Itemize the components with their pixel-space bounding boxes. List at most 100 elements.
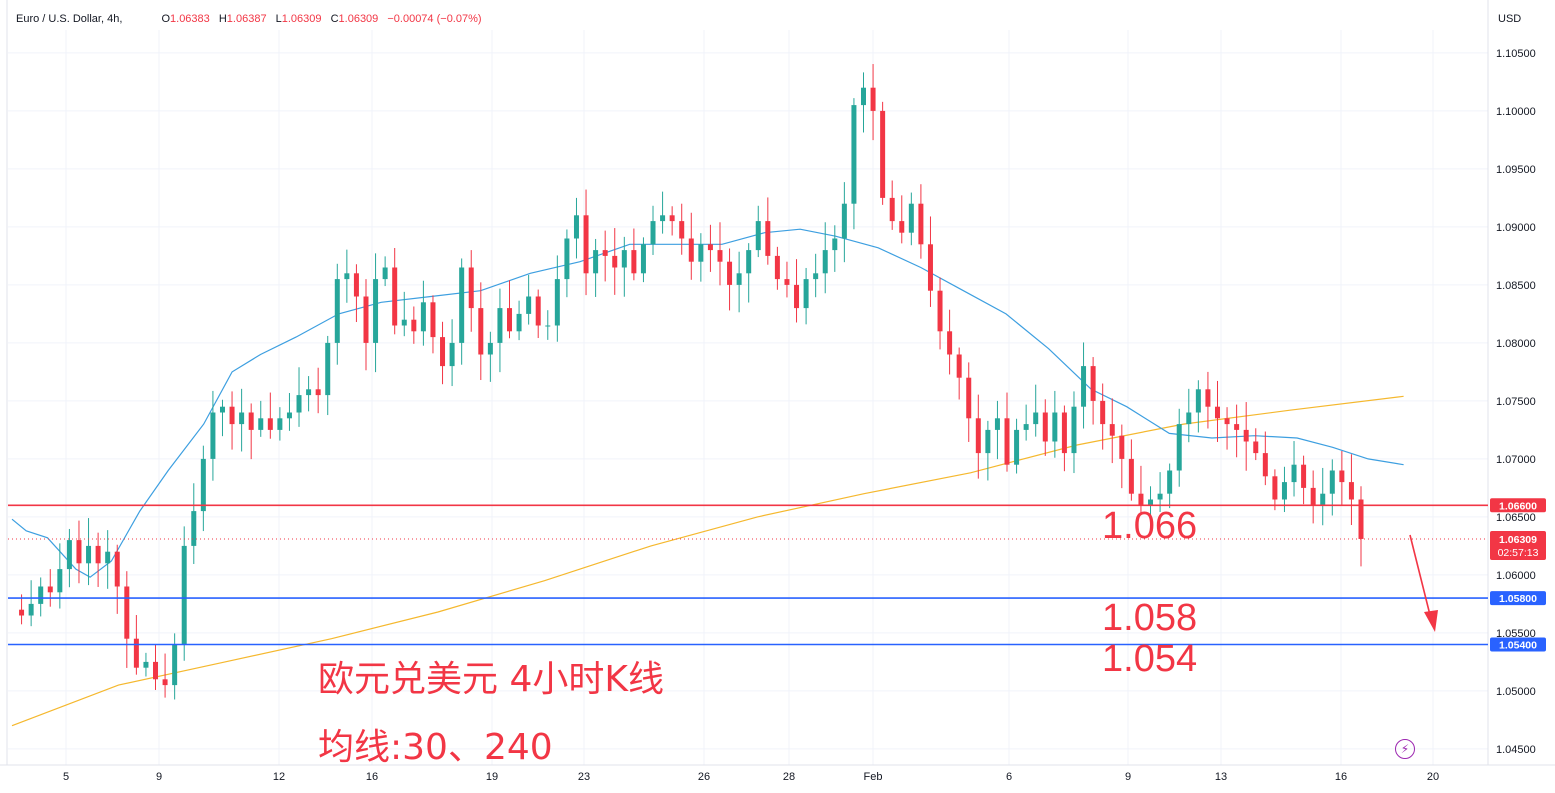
candle-body bbox=[38, 586, 44, 604]
candle-body bbox=[191, 511, 197, 546]
candle-body bbox=[1301, 464, 1307, 488]
candle-body bbox=[153, 661, 159, 680]
candle-body bbox=[411, 319, 417, 332]
candle-body bbox=[526, 296, 532, 314]
candle-body bbox=[95, 545, 101, 564]
support-tag-1-text: 1.05800 bbox=[1499, 593, 1537, 605]
candle-body bbox=[1281, 482, 1287, 500]
candle-body bbox=[1023, 424, 1029, 430]
candle-body bbox=[1234, 424, 1240, 430]
candle-body bbox=[1004, 418, 1010, 465]
candle-body bbox=[918, 203, 924, 245]
candle-body bbox=[765, 221, 771, 256]
candle-body bbox=[1272, 476, 1278, 500]
candle-body bbox=[851, 105, 857, 204]
candle-body bbox=[392, 267, 398, 326]
candle-body bbox=[1214, 406, 1220, 419]
candle-body bbox=[162, 679, 168, 686]
candle-body bbox=[133, 638, 139, 668]
candle-body bbox=[985, 429, 991, 454]
x-tick-label: 6 bbox=[1006, 771, 1012, 783]
y-tick-label: 1.05500 bbox=[1496, 628, 1536, 640]
y-tick-label: 1.07500 bbox=[1496, 396, 1536, 408]
candle-body bbox=[105, 551, 111, 564]
candle-body bbox=[1262, 453, 1268, 477]
chart-title-annotation: 欧元兑美元 4小时K线 bbox=[318, 659, 664, 700]
resistance-tag: 1.06600 bbox=[1490, 498, 1546, 513]
x-tick-label: 20 bbox=[1427, 771, 1439, 783]
resistance-tag-text: 1.06600 bbox=[1499, 500, 1537, 512]
low-value: 1.06309 bbox=[281, 13, 322, 25]
symbol-label[interactable]: Euro / U.S. Dollar, 4h, bbox=[16, 13, 123, 25]
candle-body bbox=[573, 215, 579, 239]
candle-body bbox=[210, 412, 216, 459]
candle-body bbox=[870, 87, 876, 111]
candle-body bbox=[172, 644, 178, 686]
currency-label[interactable]: USD bbox=[1498, 13, 1522, 25]
candle-body bbox=[114, 551, 120, 587]
candle-body bbox=[841, 203, 847, 239]
candle-body bbox=[612, 255, 618, 268]
x-tick-label: 19 bbox=[486, 771, 498, 783]
candle-body bbox=[200, 458, 206, 512]
candle-body bbox=[784, 279, 790, 285]
candle-body bbox=[631, 250, 637, 274]
support-tag-1: 1.05800 bbox=[1490, 591, 1546, 606]
x-tick-label: Feb bbox=[864, 771, 883, 783]
candle-body bbox=[334, 279, 340, 343]
candle-body bbox=[1224, 418, 1230, 425]
candle-body bbox=[401, 319, 407, 326]
countdown-text: 02:57:13 bbox=[1498, 547, 1539, 559]
candle-body bbox=[947, 331, 953, 355]
y-tick-label: 1.07000 bbox=[1496, 454, 1536, 466]
candle-body bbox=[727, 261, 733, 285]
candle-body bbox=[363, 296, 369, 343]
level-1066-annotation: 1.066 bbox=[1102, 505, 1198, 547]
support-tag-2: 1.05400 bbox=[1490, 637, 1546, 652]
candle-body bbox=[1243, 429, 1249, 442]
candle-body bbox=[373, 279, 379, 343]
candle-body bbox=[430, 302, 436, 338]
lightning-icon[interactable]: ⚡ bbox=[1395, 739, 1415, 759]
candle-body bbox=[487, 342, 493, 355]
candle-body bbox=[267, 418, 273, 430]
candle-body bbox=[698, 244, 704, 262]
candle-body bbox=[832, 238, 838, 251]
candle-body bbox=[1339, 470, 1345, 483]
candle-body bbox=[966, 377, 972, 419]
y-tick-label: 1.08500 bbox=[1496, 280, 1536, 292]
y-tick-label: 1.06500 bbox=[1496, 512, 1536, 524]
candle-body bbox=[1310, 487, 1316, 506]
candle-body bbox=[143, 661, 149, 668]
candle-body bbox=[822, 250, 828, 274]
candle-body bbox=[1109, 424, 1115, 436]
candle-body bbox=[1100, 400, 1106, 425]
candle-body bbox=[57, 569, 63, 593]
high-label: H bbox=[218, 13, 227, 25]
candle-body bbox=[1176, 424, 1182, 471]
candle-body bbox=[1033, 412, 1039, 425]
candle-body bbox=[679, 221, 685, 239]
candle-body bbox=[19, 609, 25, 616]
x-tick-label: 23 bbox=[578, 771, 590, 783]
change-value: −0.00074 (−0.07%) bbox=[387, 13, 482, 25]
candle-body bbox=[660, 215, 666, 222]
y-tick-label: 1.05000 bbox=[1496, 686, 1536, 698]
candle-body bbox=[564, 238, 570, 280]
level-1054-annotation: 1.054 bbox=[1102, 638, 1198, 680]
candle-body bbox=[1138, 493, 1144, 506]
open-label: O bbox=[161, 13, 171, 25]
support-tag-1-bg bbox=[1490, 591, 1546, 606]
y-tick-label: 1.04500 bbox=[1496, 744, 1536, 756]
candle-body bbox=[1205, 389, 1211, 407]
support-tag-2-text: 1.05400 bbox=[1499, 640, 1537, 652]
candle-body bbox=[908, 203, 914, 233]
candle-body bbox=[688, 238, 694, 262]
projection-arrow-shaft bbox=[1409, 534, 1431, 616]
candle-body bbox=[583, 215, 589, 274]
candle-body bbox=[717, 250, 723, 262]
candle-body bbox=[1167, 470, 1173, 494]
projection-arrow-head bbox=[1424, 610, 1438, 632]
